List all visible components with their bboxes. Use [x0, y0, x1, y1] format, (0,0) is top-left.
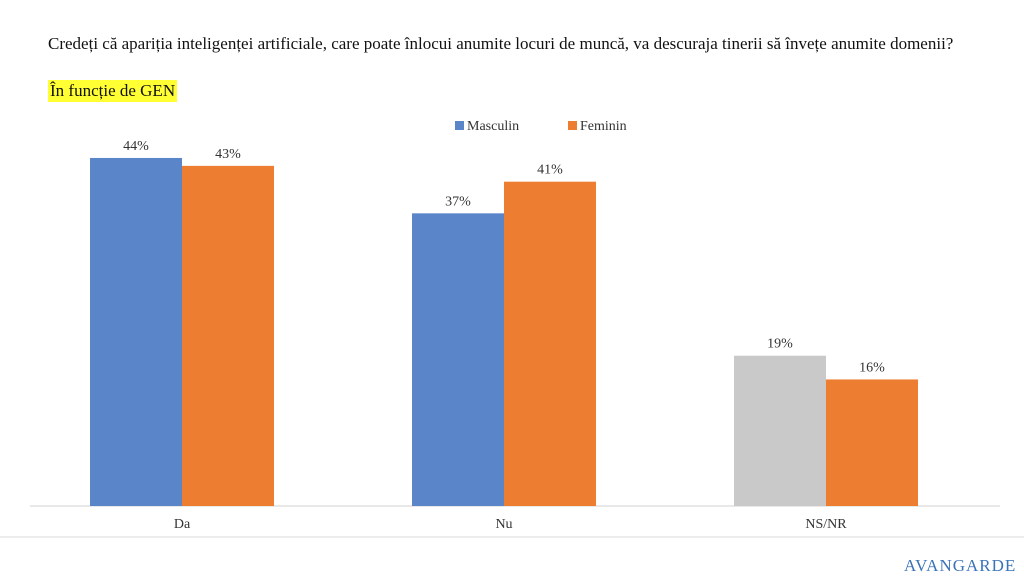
data-label: 37%	[445, 194, 471, 209]
legend-label: Feminin	[580, 119, 627, 134]
x-tick-label: Nu	[495, 517, 512, 532]
data-label: 44%	[123, 139, 149, 154]
bar	[90, 157, 182, 506]
data-label: 16%	[859, 360, 885, 375]
legend-swatch	[568, 121, 577, 130]
bar	[182, 165, 274, 506]
bar	[504, 181, 596, 506]
bar	[412, 213, 504, 506]
x-tick-label: NS/NR	[805, 517, 847, 532]
legend-label: Masculin	[467, 119, 519, 134]
bar	[826, 379, 918, 506]
data-label: 19%	[767, 337, 793, 352]
chart-subtitle: În funcție de GEN	[48, 80, 178, 102]
legend-swatch	[455, 121, 464, 130]
bar	[734, 355, 826, 506]
chart-title: Credeți că apariția inteligenței artific…	[48, 34, 954, 53]
x-tick-label: Da	[174, 517, 191, 532]
data-label: 41%	[537, 163, 563, 178]
data-label: 43%	[215, 147, 241, 162]
logo: AVANGARDE	[904, 556, 1017, 575]
